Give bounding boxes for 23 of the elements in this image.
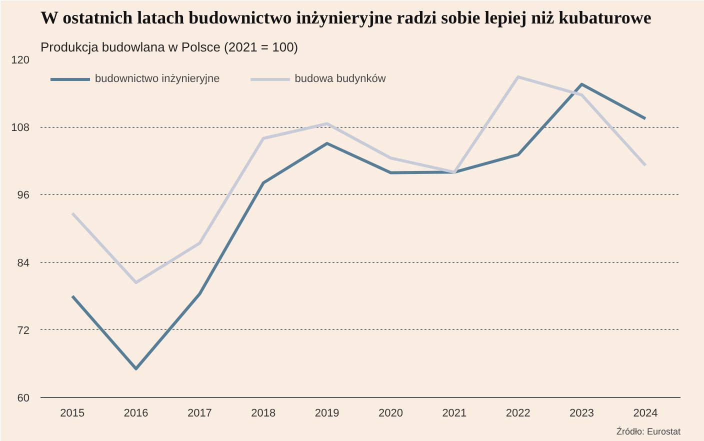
y-tick-label: 60: [17, 392, 30, 404]
chart-title: W ostatnich latach budownictwo inżynieryjne radzi sobie lepiej niż kubaturowe: [40, 8, 652, 28]
x-tick-label: 2024: [633, 408, 658, 420]
x-tick-label: 2021: [442, 408, 467, 420]
x-tick-label: 2019: [314, 408, 340, 420]
legend-label: budowa budynków: [294, 73, 386, 85]
y-tick-label: 108: [11, 122, 30, 134]
x-tick-label: 2018: [251, 408, 276, 420]
chart-subtitle: Produkcja budowlana w Polsce (2021 = 100): [40, 40, 298, 54]
y-tick-label: 120: [11, 54, 30, 66]
y-tick-label: 72: [17, 324, 30, 337]
x-tick-label: 2020: [378, 408, 403, 420]
x-tick-label: 2022: [506, 408, 530, 420]
legend-label: budownictwo inżynieryjne: [95, 73, 220, 85]
x-tick-label: 2017: [187, 408, 212, 420]
y-tick-label: 96: [17, 190, 30, 202]
line-series: [70, 75, 647, 284]
x-tick-label: 2015: [60, 408, 85, 420]
text: Źródło: Eurostat: [616, 426, 681, 436]
y-tick-label: 84: [17, 257, 30, 270]
line-series: [70, 82, 647, 370]
x-tick-label: 2016: [124, 408, 148, 420]
x-tick-label: 2023: [570, 408, 594, 420]
